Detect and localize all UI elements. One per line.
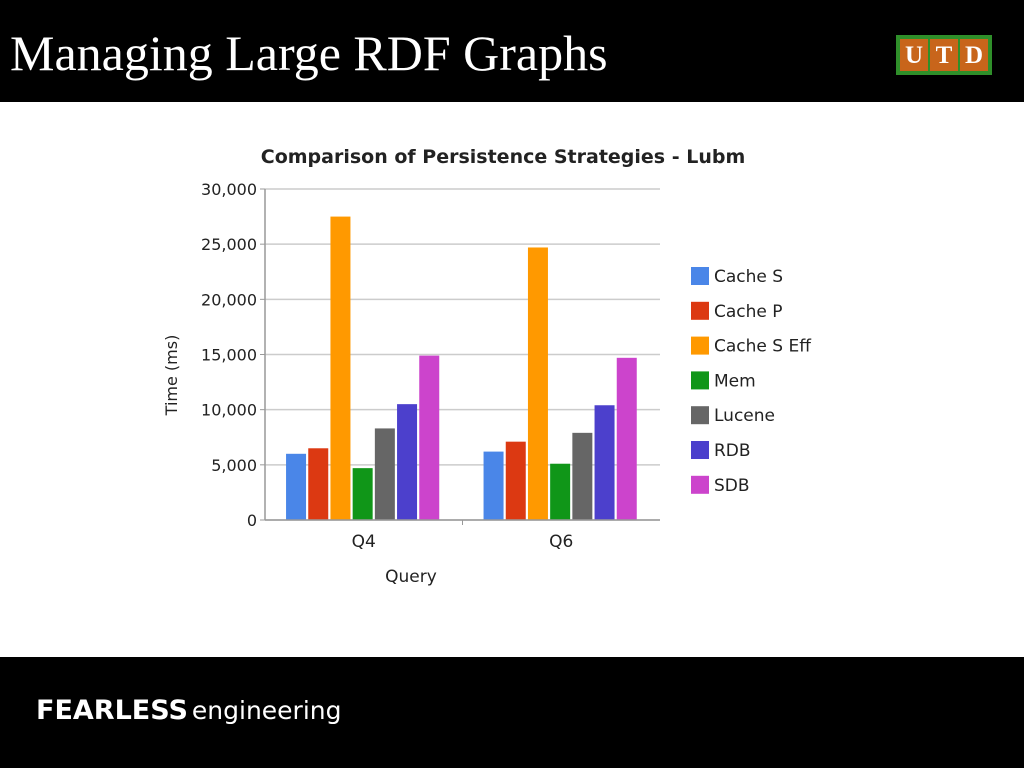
bar-mem-q6 <box>550 463 571 520</box>
bar-rdb-q6 <box>594 405 615 520</box>
logo-letter-d: D <box>960 39 988 71</box>
footer-bar: FEARLESS engineering <box>0 657 1024 768</box>
y-tick-label: 5,000 <box>211 456 257 475</box>
bar-sdb-q6 <box>616 357 637 520</box>
bar-mem-q4 <box>352 468 373 520</box>
legend-label: Cache P <box>714 302 783 322</box>
footer-tagline-rest: engineering <box>191 696 342 725</box>
y-tick-label: 20,000 <box>201 290 257 309</box>
bar-sdb-q4 <box>419 355 440 520</box>
legend-swatch <box>691 336 709 355</box>
y-axis-label: Time (ms) <box>162 335 181 417</box>
logo-letter-u: U <box>900 39 928 71</box>
legend-label: Mem <box>714 371 756 391</box>
legend-label: Cache S Eff <box>714 337 812 357</box>
y-tick-label: 0 <box>247 511 257 530</box>
y-tick-label: 10,000 <box>201 401 257 420</box>
bar-rdb-q4 <box>397 404 418 520</box>
x-tick-label: Q4 <box>352 532 376 552</box>
slide-title: Managing Large RDF Graphs <box>10 25 608 81</box>
legend-label: SDB <box>714 476 750 496</box>
legend-swatch <box>691 371 709 390</box>
bar-cache-s-q4 <box>286 453 307 520</box>
bar-cache-s-eff-q6 <box>527 247 548 520</box>
bar-chart: Comparison of Persistence Strategies - L… <box>162 146 812 587</box>
utd-logo: U T D <box>896 35 992 75</box>
footer-tagline-strong: FEARLESS <box>36 695 188 726</box>
bar-cache-s-q6 <box>483 451 504 520</box>
title-bar: Managing Large RDF Graphs U T D <box>0 0 1024 102</box>
legend-label: RDB <box>714 441 751 461</box>
y-tick-label: 25,000 <box>201 235 257 254</box>
bar-cache-s-eff-q4 <box>330 216 351 521</box>
logo-letter-t: T <box>930 39 958 71</box>
x-tick-label: Q6 <box>549 532 573 552</box>
y-tick-label: 15,000 <box>201 346 257 365</box>
legend-swatch <box>691 441 709 459</box>
bar-cache-p-q6 <box>505 441 526 520</box>
y-tick-label: 30,000 <box>201 180 257 199</box>
footer-tagline: FEARLESS engineering <box>36 695 342 726</box>
x-axis-label: Query <box>385 567 437 587</box>
legend-swatch <box>691 267 709 285</box>
chart-title: Comparison of Persistence Strategies - L… <box>261 146 746 168</box>
legend-label: Lucene <box>714 406 775 426</box>
legend-label: Cache S <box>714 267 783 287</box>
legend-swatch <box>691 301 709 320</box>
bar-lucene-q4 <box>374 428 395 520</box>
legend-swatch <box>691 406 709 425</box>
legend-swatch <box>691 475 709 494</box>
bar-cache-p-q4 <box>308 448 329 520</box>
bar-lucene-q6 <box>572 432 593 520</box>
